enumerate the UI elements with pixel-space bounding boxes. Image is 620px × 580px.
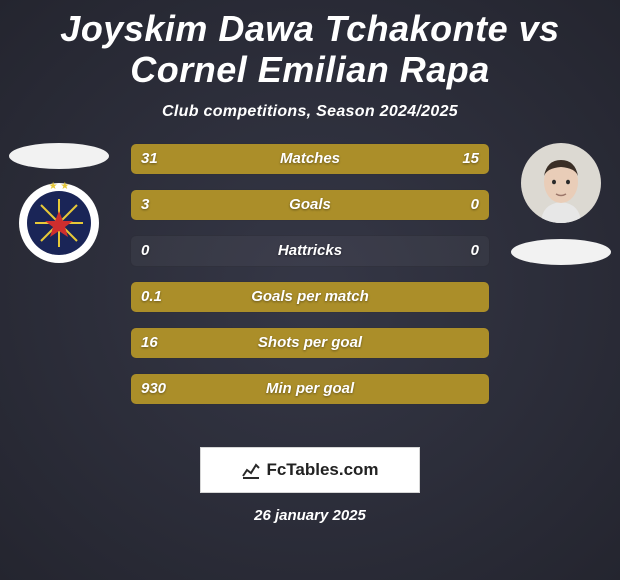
avatar-face-icon — [531, 154, 591, 223]
right-player-avatar — [521, 143, 601, 223]
branding-text: FcTables.com — [266, 460, 378, 480]
stat-label: Shots per goal — [131, 328, 489, 358]
page-title: Joyskim Dawa Tchakonte vs Cornel Emilian… — [0, 0, 620, 91]
date-label: 26 january 2025 — [0, 507, 620, 524]
right-player-column — [506, 143, 616, 265]
crest-star-icon — [31, 195, 87, 251]
stat-label: Min per goal — [131, 374, 489, 404]
subtitle: Club competitions, Season 2024/2025 — [0, 103, 620, 121]
stat-row: 00Hattricks — [130, 235, 490, 267]
right-team-pill — [511, 239, 611, 265]
stat-row: 3115Matches — [130, 143, 490, 175]
left-team-crest: ★ ★ — [19, 183, 99, 263]
stat-label: Goals — [131, 190, 489, 220]
stat-bars: 3115Matches 30Goals 00Hattricks 0.1Goals pe… — [130, 143, 490, 405]
stat-label: Matches — [131, 144, 489, 174]
stat-row: 0.1Goals per match — [130, 281, 490, 313]
fctables-logo-icon — [241, 460, 261, 480]
stat-label: Hattricks — [131, 236, 489, 266]
crest-inner — [27, 191, 91, 255]
stat-row: 30Goals — [130, 189, 490, 221]
branding-badge: FcTables.com — [200, 447, 420, 493]
left-player-column: ★ ★ — [4, 143, 114, 263]
stats-area: ★ ★ — [0, 143, 620, 423]
left-team-pill — [9, 143, 109, 169]
stat-row: 930Min per goal — [130, 373, 490, 405]
stat-label: Goals per match — [131, 282, 489, 312]
stat-row: 16Shots per goal — [130, 327, 490, 359]
